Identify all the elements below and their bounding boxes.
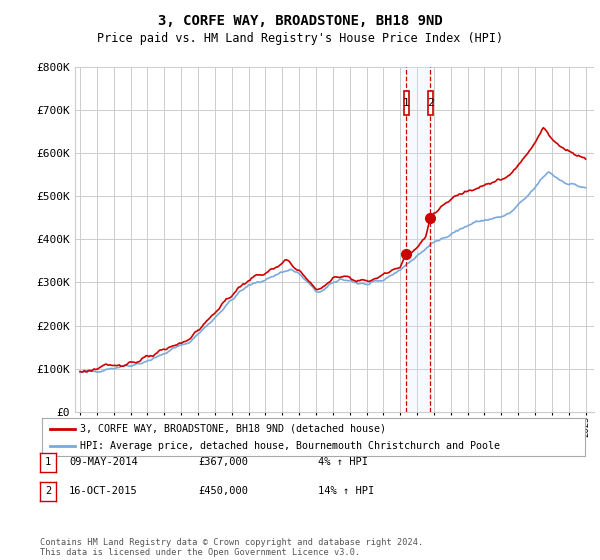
Text: £450,000: £450,000 — [198, 486, 248, 496]
Text: Contains HM Land Registry data © Crown copyright and database right 2024.
This d: Contains HM Land Registry data © Crown c… — [40, 538, 424, 557]
FancyBboxPatch shape — [428, 91, 433, 115]
Text: 4% ↑ HPI: 4% ↑ HPI — [318, 457, 368, 467]
Text: 09-MAY-2014: 09-MAY-2014 — [69, 457, 138, 467]
Text: 2: 2 — [45, 487, 52, 496]
Text: HPI: Average price, detached house, Bournemouth Christchurch and Poole: HPI: Average price, detached house, Bour… — [80, 441, 500, 451]
Text: 3, CORFE WAY, BROADSTONE, BH18 9ND (detached house): 3, CORFE WAY, BROADSTONE, BH18 9ND (deta… — [80, 423, 386, 433]
Text: 14% ↑ HPI: 14% ↑ HPI — [318, 486, 374, 496]
Text: Price paid vs. HM Land Registry's House Price Index (HPI): Price paid vs. HM Land Registry's House … — [97, 32, 503, 45]
Text: 16-OCT-2015: 16-OCT-2015 — [69, 486, 138, 496]
Text: £367,000: £367,000 — [198, 457, 248, 467]
Text: 3, CORFE WAY, BROADSTONE, BH18 9ND: 3, CORFE WAY, BROADSTONE, BH18 9ND — [158, 14, 442, 28]
Bar — [406, 67, 430, 412]
Text: 2: 2 — [427, 97, 434, 108]
Text: 1: 1 — [45, 458, 52, 467]
FancyBboxPatch shape — [404, 91, 409, 115]
Text: 1: 1 — [403, 97, 410, 108]
